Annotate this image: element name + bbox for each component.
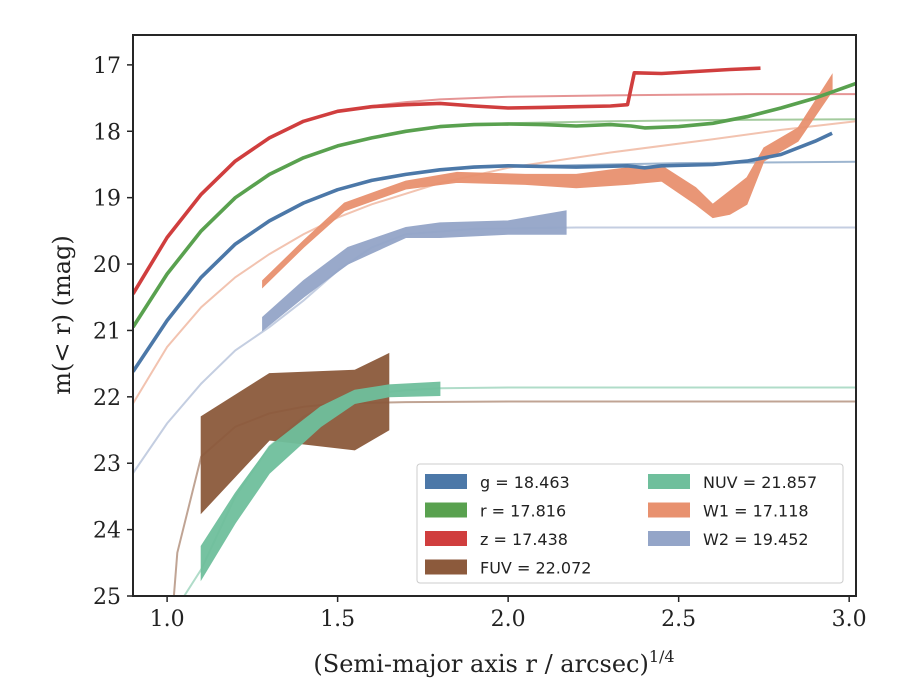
x-tick-label: 3.0 [832,607,867,632]
x-axis: 1.0 1.5 2.0 2.5 3.0 [150,596,867,632]
x-tick-label: 1.5 [320,607,355,632]
legend-swatch-w1 [648,502,690,518]
series-layer [133,66,856,596]
y-tick-label: 19 [93,187,121,212]
y-tick-label: 20 [93,253,121,278]
y-axis: 17 18 19 20 21 22 23 24 25 [93,54,133,610]
legend-label-g: g = 18.463 [480,473,570,492]
legend-label-w1: W1 = 17.118 [703,502,809,521]
legend: g = 18.463 r = 17.816 z = 17.438 FUV = 22.0… [416,463,844,584]
y-tick-label: 23 [93,452,121,477]
legend-swatch-g [425,474,467,489]
y-axis-label: m(< r) (mag) [48,235,76,394]
legend-label-r: r = 17.816 [480,502,566,521]
x-axis-label-text: (Semi-major axis r / arcsec) [313,650,648,678]
series-w1-model-line [133,120,856,405]
y-tick-label: 24 [93,519,121,544]
y-tick-label: 17 [93,54,121,79]
legend-swatch-z [425,531,467,546]
legend-label-fuv: FUV = 22.072 [480,559,591,578]
series-nuv-band [200,381,441,582]
y-tick-label: 18 [93,120,121,145]
x-tick-label: 2.5 [661,607,696,632]
legend-swatch-fuv [425,559,467,575]
legend-label-w2: W2 = 19.452 [703,530,809,549]
series-z-profile-line [133,66,761,295]
x-tick-label: 2.0 [491,607,526,632]
series-g-profile-line [133,131,833,373]
x-axis-label: (Semi-major axis r / arcsec)1/4 [313,647,674,678]
y-tick-label: 21 [93,319,121,344]
y-tick-label: 25 [93,585,121,610]
legend-swatch-w2 [648,531,690,546]
plot-frame [132,34,857,597]
series-w2-band [262,210,567,332]
x-axis-label-superscript: 1/4 [649,647,675,666]
y-tick-label: 22 [93,386,121,411]
legend-label-nuv: NUV = 21.857 [703,473,817,492]
legend-swatch-r [425,502,467,518]
legend-swatch-nuv [648,474,690,489]
series-r-profile-line [133,81,856,329]
x-tick-label: 1.0 [150,607,185,632]
legend-frame [416,463,844,584]
legend-label-z: z = 17.438 [480,530,568,549]
